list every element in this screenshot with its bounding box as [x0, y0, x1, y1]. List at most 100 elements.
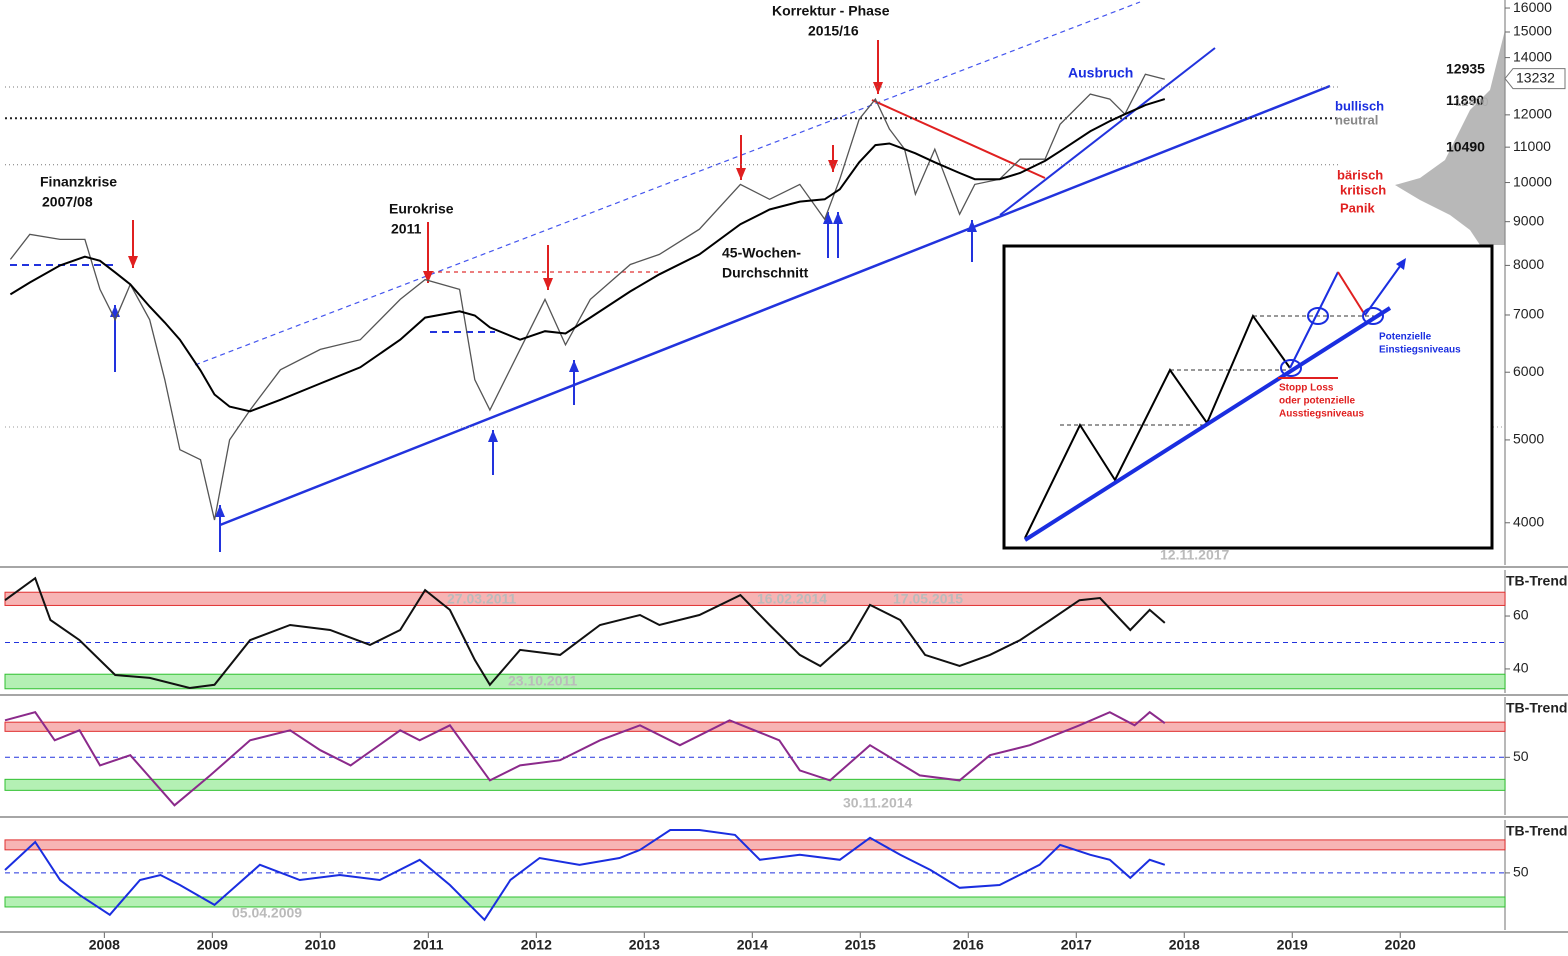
panel-label: TB-Trend — [1506, 573, 1567, 589]
annotation: 2011 — [391, 221, 422, 237]
y-tick-label: 5000 — [1513, 431, 1544, 447]
trend-lines — [5, 1, 1505, 527]
upper-band — [4, 591, 1506, 606]
annotation: Ausbruch — [1068, 65, 1133, 81]
x-tick-label: 2014 — [737, 937, 768, 953]
inset-text: Potenzielle — [1379, 332, 1432, 343]
annotation: Durchschnitt — [722, 265, 809, 281]
series-line — [9, 98, 1166, 413]
entry-circle — [1280, 359, 1302, 377]
x-tick-label: 2017 — [1061, 937, 1092, 953]
zone-label: bullisch — [1335, 98, 1384, 113]
zone-label: bärisch — [1337, 167, 1383, 182]
arrow-head — [1396, 258, 1406, 270]
x-tick-label: 2019 — [1277, 937, 1308, 953]
y-tick-label: 9000 — [1513, 212, 1544, 228]
arrow-head — [128, 256, 138, 268]
price-box — [1504, 68, 1566, 90]
inset-text: Stopp Loss — [1279, 383, 1334, 394]
date-note: 27.03.2011 — [447, 591, 517, 607]
y-tick-label: 7000 — [1513, 306, 1544, 322]
annotation: 2015/16 — [808, 23, 859, 39]
volume-profile — [1395, 30, 1505, 245]
annotation: Korrektur - Phase — [772, 3, 890, 19]
x-tick-label: 2012 — [521, 937, 552, 953]
channel-line — [194, 1, 1141, 366]
arrow-head — [569, 360, 579, 372]
y-tick-label: 11000 — [1513, 138, 1551, 154]
inset-text: oder potenzielle — [1279, 396, 1356, 407]
date-note: 16.02.2014 — [757, 591, 827, 607]
zone-label: Panik — [1340, 200, 1375, 215]
y-tick-label: 60 — [1513, 607, 1529, 623]
annotation: 2007/08 — [42, 194, 93, 210]
arrow-head — [833, 212, 843, 224]
zigzag-up — [1364, 261, 1404, 316]
lower-band — [4, 896, 1506, 908]
resistance-line — [871, 99, 1046, 179]
arrow-head — [828, 160, 838, 172]
x-tick-label: 2011 — [413, 937, 444, 953]
annotation: 45-Wochen- — [722, 245, 801, 261]
date-note: 23.10.2011 — [508, 673, 578, 689]
arrow-head — [215, 505, 225, 517]
zigzag — [1024, 313, 1291, 539]
arrow-head — [873, 82, 883, 94]
lower-band — [4, 778, 1506, 791]
series-line — [4, 829, 1166, 922]
x-tick-label: 2020 — [1385, 937, 1416, 953]
zigzag-down — [1337, 271, 1366, 316]
breakout-line — [999, 47, 1216, 216]
level-label: 10490 — [1446, 138, 1485, 154]
entry-circle — [1362, 307, 1384, 325]
y-tick-label: 12000 — [1513, 106, 1552, 122]
y-tick-label: 15000 — [1513, 23, 1552, 39]
y-tick-label: 16000 — [1513, 0, 1552, 15]
zone-label: neutral — [1335, 112, 1378, 127]
arrow-head — [543, 278, 553, 290]
upper-band — [4, 839, 1506, 851]
x-tick-label: 2015 — [845, 937, 876, 953]
inset: Stopp Loss oder potenzielle Ausstiegsniv… — [1002, 244, 1494, 550]
x-tick-label: 2010 — [305, 937, 336, 953]
date-note: 17.05.2015 — [893, 591, 963, 607]
inset-text: Ausstiegsniveaus — [1279, 409, 1364, 420]
y-tick-label: 6000 — [1513, 363, 1544, 379]
series-line — [4, 710, 1166, 807]
y-tick-label: 50 — [1513, 748, 1529, 764]
level-label: 12400 — [1455, 95, 1489, 109]
series-line — [9, 73, 1165, 521]
y-tick-label: 14000 — [1513, 48, 1552, 64]
arrows — [110, 40, 977, 552]
entry-circle — [1307, 307, 1329, 325]
zigzag-up — [1289, 271, 1339, 369]
panel-label: TB-Trend — [1506, 823, 1567, 839]
inset-text: Einstiegsniveaus — [1379, 345, 1461, 356]
x-tick-label: 2008 — [89, 937, 120, 953]
panel-label: TB-Trend — [1506, 700, 1567, 716]
y-tick-label: 8000 — [1513, 256, 1544, 272]
arrow-head — [967, 220, 977, 232]
arrow-head — [823, 212, 833, 224]
annotation: Finanzkrise — [40, 174, 117, 190]
x-tick-label: 2016 — [953, 937, 984, 953]
arrow-head — [736, 168, 746, 180]
inset-trend — [1023, 306, 1392, 542]
date-note: 05.04.2009 — [232, 905, 302, 921]
y-tick-label: 50 — [1513, 864, 1529, 880]
level-label: 11890 — [1446, 92, 1484, 108]
date-note: 30.11.2014 — [843, 795, 913, 811]
arrow-head — [488, 430, 498, 442]
x-tick-label: 2009 — [197, 937, 228, 953]
annotation: Eurokrise — [389, 201, 454, 217]
arrow-head — [423, 271, 433, 283]
level-label: 12935 — [1446, 61, 1485, 77]
support-line — [219, 84, 1331, 527]
y-tick-label: 10000 — [1513, 173, 1552, 189]
y-tick-label: 4000 — [1513, 513, 1544, 529]
x-tick-label: 2013 — [629, 937, 660, 953]
y-tick-label: 40 — [1513, 660, 1529, 676]
zone-label: kritisch — [1340, 182, 1386, 197]
x-tick-label: 2018 — [1169, 937, 1200, 953]
series-line — [4, 576, 1166, 690]
